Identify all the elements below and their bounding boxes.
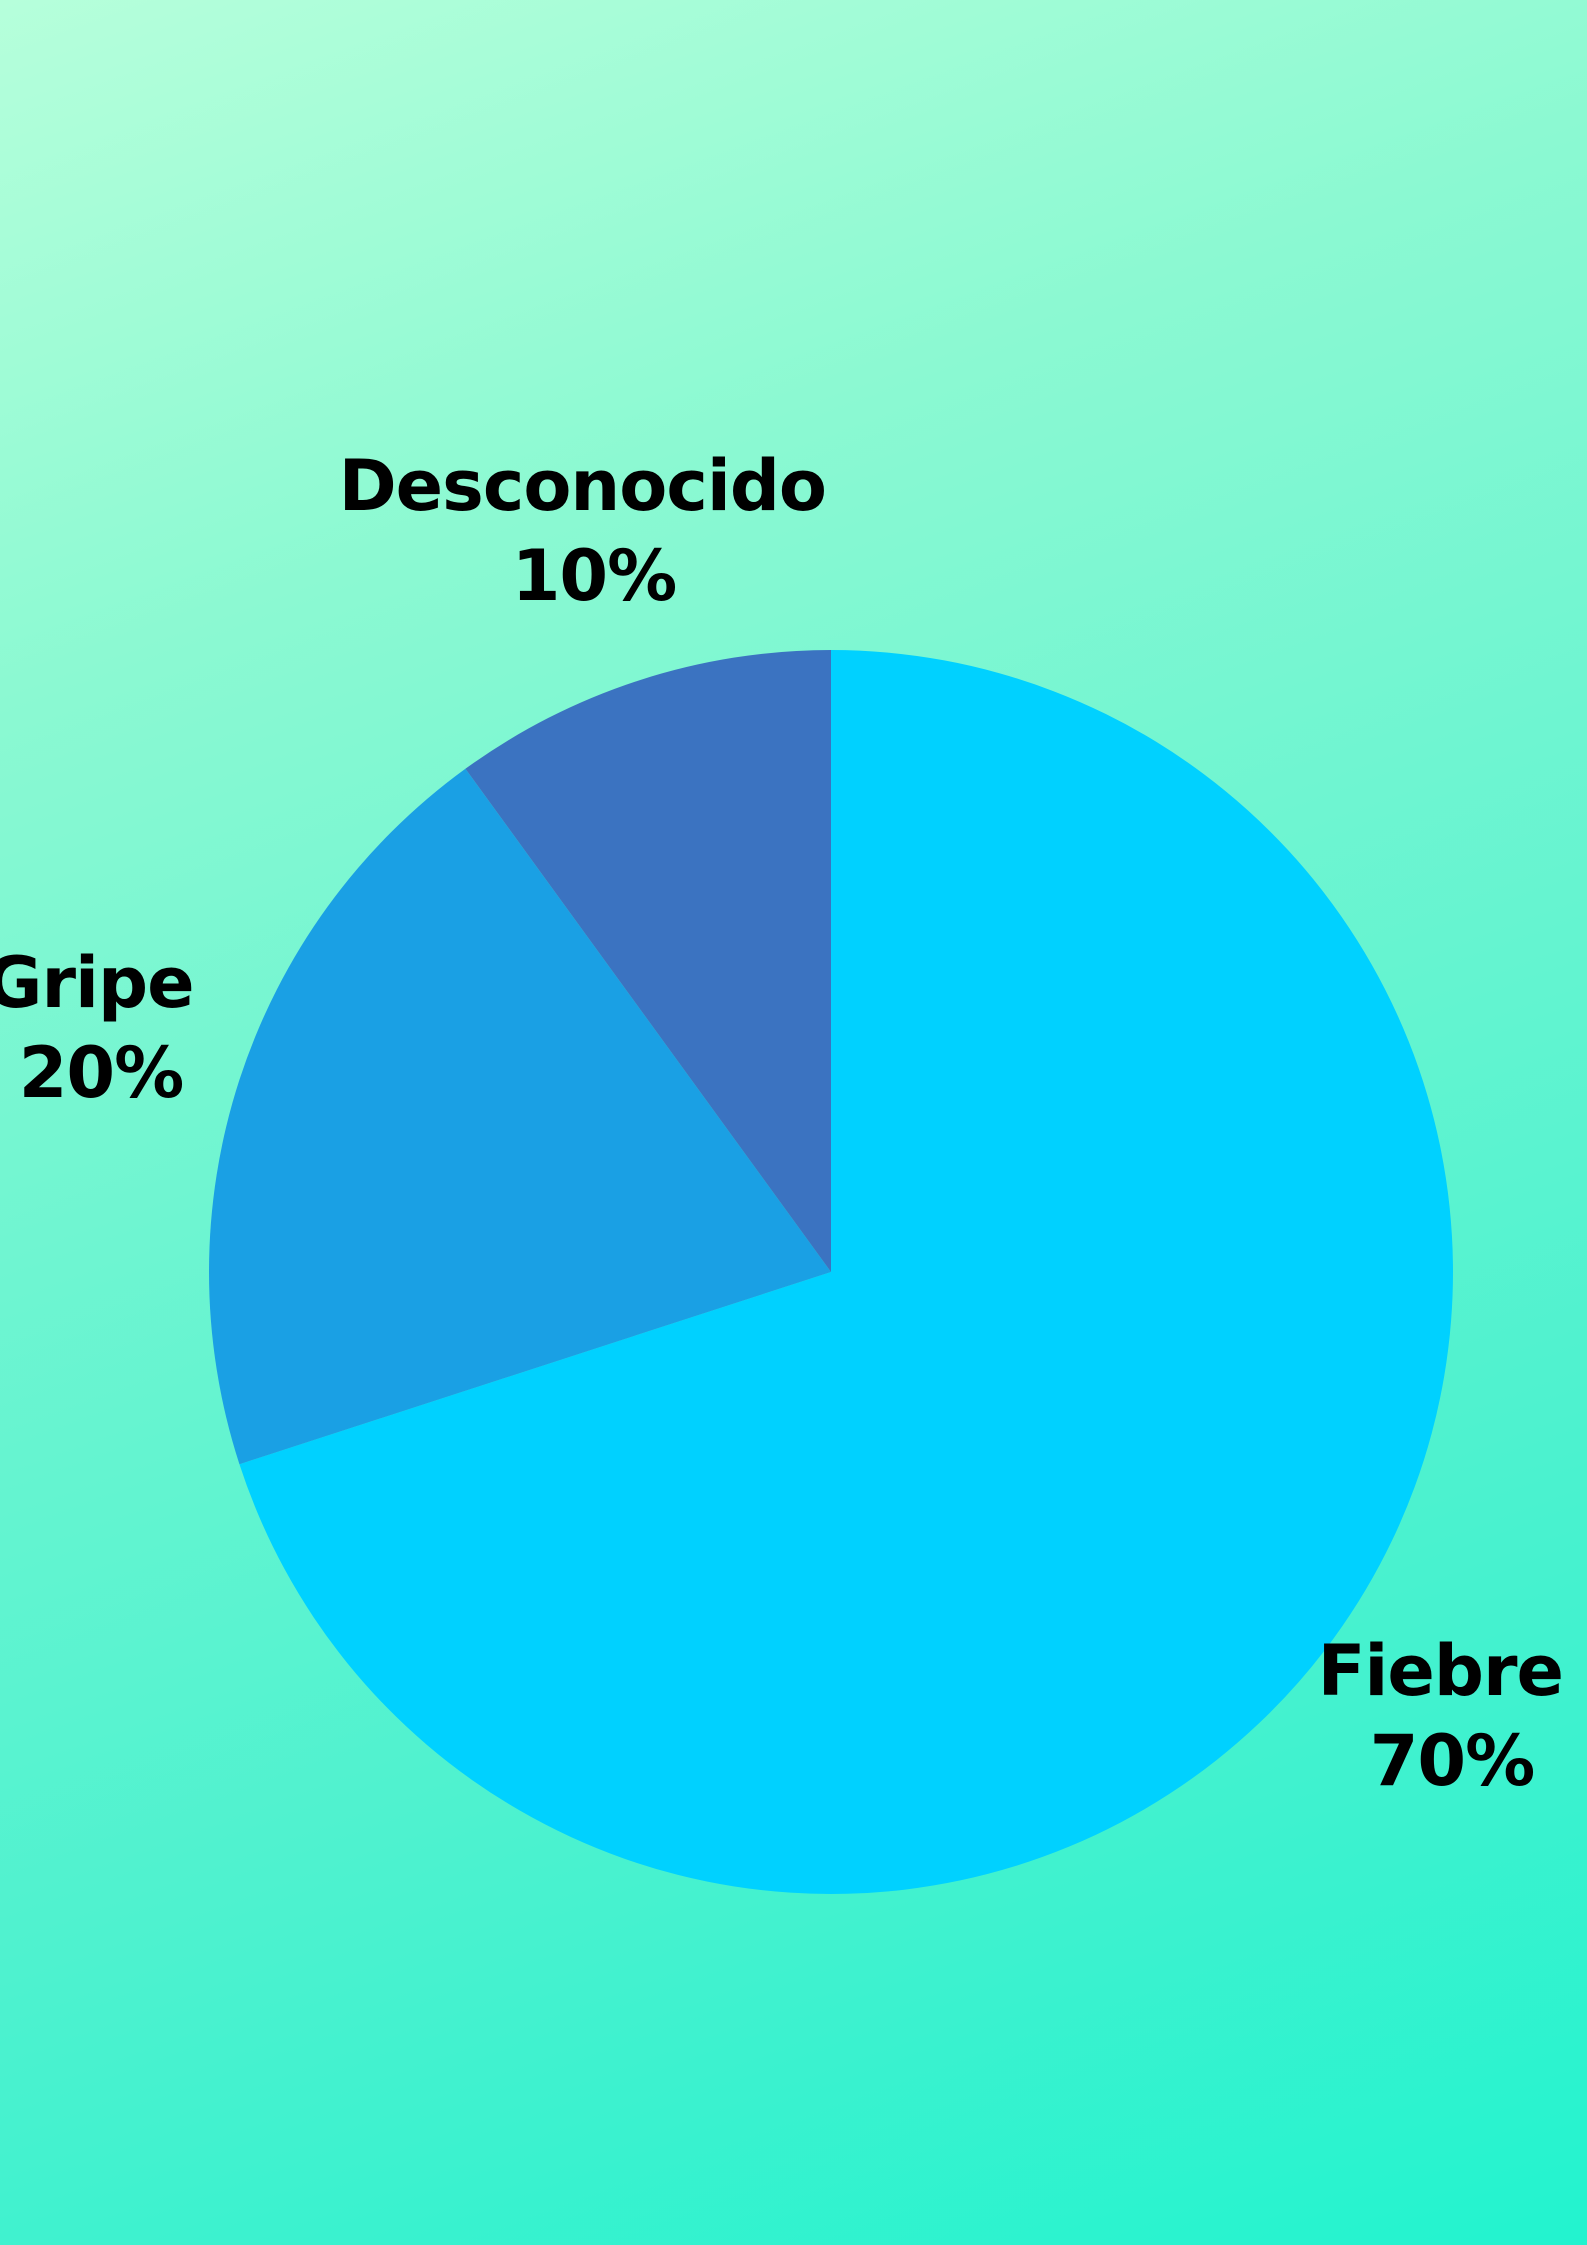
slice-label-desconocido: Desconocido 10% bbox=[339, 445, 850, 617]
slice-value-fiebre: 70% bbox=[1370, 1720, 1535, 1802]
slice-name-gripe: Gripe bbox=[0, 942, 194, 1024]
slice-name-desconocido: Desconocido bbox=[339, 445, 826, 527]
pie-slice-gripe bbox=[208, 768, 831, 1465]
slice-name-fiebre: Fiebre bbox=[1318, 1630, 1563, 1712]
pie-slice-desconocido bbox=[465, 650, 831, 1272]
slice-label-fiebre: Fiebre 70% bbox=[1318, 1630, 1587, 1802]
pie-slices bbox=[208, 650, 1453, 1894]
slice-value-desconocido: 10% bbox=[512, 535, 677, 617]
slice-label-gripe: Gripe 20% bbox=[0, 942, 217, 1114]
pie-slice-fiebre bbox=[239, 650, 1453, 1894]
slice-value-gripe: 20% bbox=[19, 1032, 184, 1114]
